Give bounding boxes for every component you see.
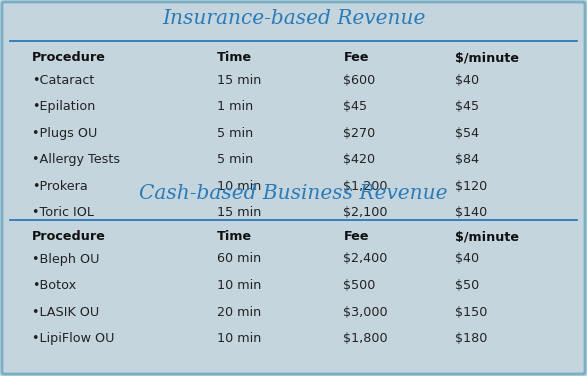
Text: $180: $180 [455,332,487,345]
Text: Procedure: Procedure [32,230,106,243]
Text: $40: $40 [455,73,479,86]
Text: $3,000: $3,000 [343,305,388,318]
Text: $500: $500 [343,279,376,292]
Text: $420: $420 [343,153,376,166]
Text: 5 min: 5 min [217,153,254,166]
Text: Insurance-based Revenue: Insurance-based Revenue [162,9,425,27]
Text: $/minute: $/minute [455,51,519,64]
Text: $120: $120 [455,179,487,193]
Text: $140: $140 [455,206,487,219]
Text: $150: $150 [455,305,487,318]
Text: Cash-based Business Revenue: Cash-based Business Revenue [139,183,448,203]
Text: 10 min: 10 min [217,279,262,292]
Text: 10 min: 10 min [217,179,262,193]
Text: Fee: Fee [343,51,369,64]
Text: $40: $40 [455,253,479,265]
Text: •Prokera: •Prokera [32,179,88,193]
Text: $54: $54 [455,126,479,139]
Text: 10 min: 10 min [217,332,262,345]
Text: $2,100: $2,100 [343,206,388,219]
Text: Procedure: Procedure [32,51,106,64]
Text: $1,800: $1,800 [343,332,388,345]
Text: 15 min: 15 min [217,206,262,219]
Text: $2,400: $2,400 [343,253,388,265]
Text: $/minute: $/minute [455,230,519,243]
Text: $270: $270 [343,126,376,139]
Text: •LASIK OU: •LASIK OU [32,305,100,318]
Text: $50: $50 [455,279,479,292]
Text: •Botox: •Botox [32,279,76,292]
Text: •Plugs OU: •Plugs OU [32,126,97,139]
Text: •Toric IOL: •Toric IOL [32,206,94,219]
Text: •Cataract: •Cataract [32,73,95,86]
Text: $84: $84 [455,153,479,166]
Text: 1 min: 1 min [217,100,254,113]
Text: 15 min: 15 min [217,73,262,86]
Text: 60 min: 60 min [217,253,261,265]
Text: 20 min: 20 min [217,305,261,318]
Text: $45: $45 [343,100,367,113]
Text: Time: Time [217,51,252,64]
Text: •LipiFlow OU: •LipiFlow OU [32,332,115,345]
Text: •Epilation: •Epilation [32,100,96,113]
Text: Fee: Fee [343,230,369,243]
Text: $1,200: $1,200 [343,179,388,193]
Text: $45: $45 [455,100,479,113]
Text: •Allergy Tests: •Allergy Tests [32,153,120,166]
Text: Time: Time [217,230,252,243]
Text: •Bleph OU: •Bleph OU [32,253,100,265]
Text: 5 min: 5 min [217,126,254,139]
Text: $600: $600 [343,73,376,86]
